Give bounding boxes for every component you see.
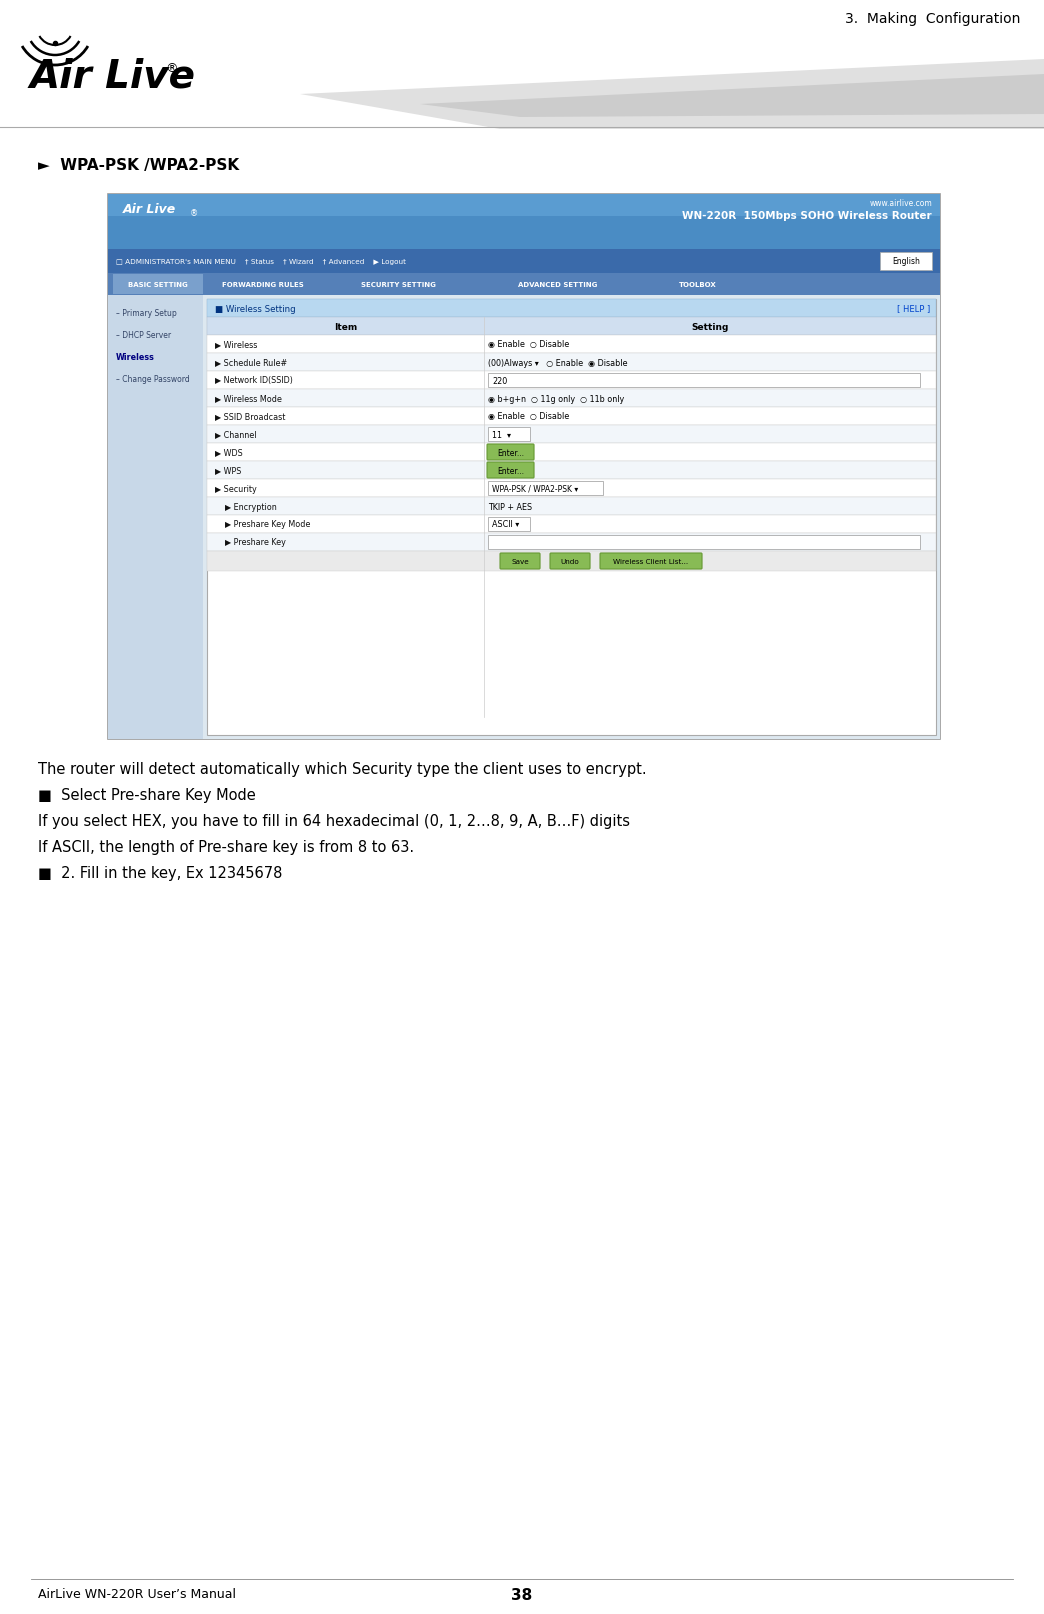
Text: English: English bbox=[892, 257, 920, 266]
FancyBboxPatch shape bbox=[207, 534, 936, 552]
Text: ■  Select Pre-share Key Mode: ■ Select Pre-share Key Mode bbox=[38, 788, 256, 802]
FancyBboxPatch shape bbox=[207, 408, 936, 426]
FancyBboxPatch shape bbox=[207, 462, 936, 479]
Text: Air Live: Air Live bbox=[30, 56, 196, 95]
FancyBboxPatch shape bbox=[488, 536, 920, 550]
Text: www.airlive.com: www.airlive.com bbox=[870, 199, 932, 208]
FancyBboxPatch shape bbox=[207, 479, 936, 497]
Text: ►  WPA-PSK /WPA2-PSK: ► WPA-PSK /WPA2-PSK bbox=[38, 158, 239, 173]
Text: ◉ b+g+n  ○ 11g only  ○ 11b only: ◉ b+g+n ○ 11g only ○ 11b only bbox=[488, 394, 624, 404]
FancyBboxPatch shape bbox=[487, 445, 535, 460]
FancyBboxPatch shape bbox=[488, 374, 920, 387]
Text: Item: Item bbox=[334, 323, 357, 331]
Text: ▶ Wireless: ▶ Wireless bbox=[215, 341, 258, 349]
Text: If you select HEX, you have to fill in 64 hexadecimal (0, 1, 2…8, 9, A, B…F) dig: If you select HEX, you have to fill in 6… bbox=[38, 813, 630, 828]
Text: 220: 220 bbox=[492, 376, 507, 386]
Text: ■  2. Fill in the key, Ex 12345678: ■ 2. Fill in the key, Ex 12345678 bbox=[38, 865, 282, 881]
Text: Wireless Client List...: Wireless Client List... bbox=[614, 558, 689, 565]
Text: Wireless: Wireless bbox=[116, 353, 155, 362]
Text: ▶ Encryption: ▶ Encryption bbox=[226, 502, 277, 512]
FancyBboxPatch shape bbox=[207, 353, 936, 371]
Text: BASIC SETTING: BASIC SETTING bbox=[128, 282, 188, 287]
Text: Setting: Setting bbox=[691, 323, 729, 331]
Text: ADVANCED SETTING: ADVANCED SETTING bbox=[518, 282, 597, 287]
FancyBboxPatch shape bbox=[207, 300, 936, 736]
Text: 11  ▾: 11 ▾ bbox=[492, 431, 511, 439]
Text: Enter...: Enter... bbox=[497, 449, 524, 457]
Text: ▶ Preshare Key: ▶ Preshare Key bbox=[226, 537, 286, 547]
Text: ASCII ▾: ASCII ▾ bbox=[492, 520, 519, 529]
FancyBboxPatch shape bbox=[207, 336, 936, 353]
FancyBboxPatch shape bbox=[487, 463, 535, 479]
FancyBboxPatch shape bbox=[108, 274, 940, 295]
FancyBboxPatch shape bbox=[207, 516, 936, 534]
FancyBboxPatch shape bbox=[207, 371, 936, 389]
Text: ▶ WPS: ▶ WPS bbox=[215, 466, 241, 475]
FancyBboxPatch shape bbox=[108, 195, 940, 250]
Text: ▶ Channel: ▶ Channel bbox=[215, 431, 257, 439]
Polygon shape bbox=[420, 74, 1044, 118]
FancyBboxPatch shape bbox=[488, 481, 603, 495]
Text: ◉ Enable  ○ Disable: ◉ Enable ○ Disable bbox=[488, 341, 569, 349]
Text: 3.  Making  Configuration: 3. Making Configuration bbox=[845, 11, 1020, 26]
FancyBboxPatch shape bbox=[488, 518, 530, 531]
Polygon shape bbox=[300, 60, 1044, 129]
Text: FORWARDING RULES: FORWARDING RULES bbox=[222, 282, 304, 287]
FancyBboxPatch shape bbox=[550, 554, 590, 570]
FancyBboxPatch shape bbox=[500, 554, 540, 570]
Text: WN-220R  150Mbps SOHO Wireless Router: WN-220R 150Mbps SOHO Wireless Router bbox=[683, 211, 932, 221]
Text: – Change Password: – Change Password bbox=[116, 376, 190, 384]
Text: ▶ Security: ▶ Security bbox=[215, 484, 257, 494]
Text: Enter...: Enter... bbox=[497, 466, 524, 475]
FancyBboxPatch shape bbox=[488, 428, 530, 442]
Text: [ HELP ]: [ HELP ] bbox=[897, 305, 930, 313]
FancyBboxPatch shape bbox=[108, 195, 940, 216]
Text: ▶ WDS: ▶ WDS bbox=[215, 449, 243, 457]
FancyBboxPatch shape bbox=[207, 300, 936, 318]
FancyBboxPatch shape bbox=[108, 295, 940, 739]
Text: (00)Always ▾   ○ Enable  ◉ Disable: (00)Always ▾ ○ Enable ◉ Disable bbox=[488, 358, 627, 368]
FancyBboxPatch shape bbox=[108, 250, 940, 274]
Text: Undo: Undo bbox=[561, 558, 579, 565]
Text: SECURITY SETTING: SECURITY SETTING bbox=[360, 282, 435, 287]
FancyBboxPatch shape bbox=[207, 552, 936, 571]
Text: ◉ Enable  ○ Disable: ◉ Enable ○ Disable bbox=[488, 412, 569, 421]
Text: – Primary Setup: – Primary Setup bbox=[116, 310, 176, 318]
FancyBboxPatch shape bbox=[207, 497, 936, 516]
Text: – DHCP Server: – DHCP Server bbox=[116, 331, 171, 341]
FancyBboxPatch shape bbox=[207, 444, 936, 462]
FancyBboxPatch shape bbox=[207, 318, 936, 336]
Text: ▶ Network ID(SSID): ▶ Network ID(SSID) bbox=[215, 376, 293, 386]
Text: The router will detect automatically which Security type the client uses to encr: The router will detect automatically whi… bbox=[38, 762, 646, 776]
Text: Save: Save bbox=[512, 558, 529, 565]
Text: □ ADMINISTRATOR's MAIN MENU    † Status    † Wizard    † Advanced    ▶ Logout: □ ADMINISTRATOR's MAIN MENU † Status † W… bbox=[116, 258, 406, 265]
Text: ▶ Preshare Key Mode: ▶ Preshare Key Mode bbox=[226, 520, 310, 529]
Text: ■ Wireless Setting: ■ Wireless Setting bbox=[215, 305, 295, 313]
Text: 38: 38 bbox=[512, 1587, 532, 1603]
FancyBboxPatch shape bbox=[207, 389, 936, 408]
Text: ▶ SSID Broadcast: ▶ SSID Broadcast bbox=[215, 412, 285, 421]
FancyBboxPatch shape bbox=[108, 295, 203, 739]
FancyBboxPatch shape bbox=[207, 426, 936, 444]
FancyBboxPatch shape bbox=[600, 554, 702, 570]
Text: ®: ® bbox=[165, 61, 177, 74]
Text: TKIP + AES: TKIP + AES bbox=[488, 502, 532, 512]
FancyBboxPatch shape bbox=[880, 253, 932, 271]
FancyBboxPatch shape bbox=[113, 274, 203, 295]
Text: Air Live: Air Live bbox=[123, 203, 176, 216]
Text: AirLive WN-220R User’s Manual: AirLive WN-220R User’s Manual bbox=[38, 1587, 236, 1599]
Text: ®: ® bbox=[190, 208, 198, 218]
Text: TOOLBOX: TOOLBOX bbox=[680, 282, 717, 287]
Text: ▶ Schedule Rule#: ▶ Schedule Rule# bbox=[215, 358, 287, 368]
Text: WPA-PSK / WPA2-PSK ▾: WPA-PSK / WPA2-PSK ▾ bbox=[492, 484, 578, 494]
Text: If ASCII, the length of Pre-share key is from 8 to 63.: If ASCII, the length of Pre-share key is… bbox=[38, 839, 414, 854]
FancyBboxPatch shape bbox=[108, 195, 940, 739]
Text: ▶ Wireless Mode: ▶ Wireless Mode bbox=[215, 394, 282, 404]
